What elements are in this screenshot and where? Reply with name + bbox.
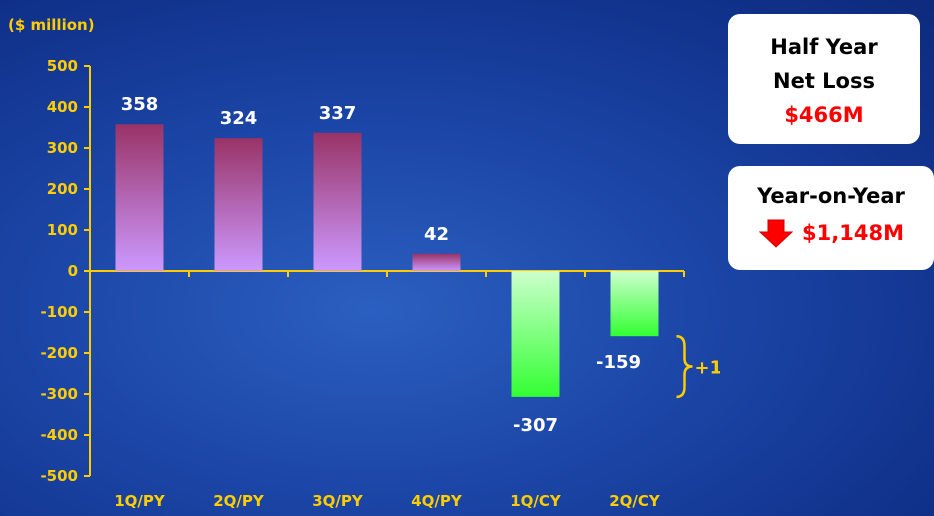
- brace-annotation: [676, 334, 693, 399]
- y-tick-label: -300: [40, 385, 78, 403]
- y-tick-label: 500: [47, 57, 78, 75]
- x-axis-labels: 1Q/PY 2Q/PY 3Q/PY 4Q/PY 1Q/CY 2Q/CY: [114, 492, 661, 510]
- bar-2Q/CY: [610, 271, 659, 337]
- net-loss-value: $466M: [784, 103, 864, 127]
- bar-3Q/PY: [313, 132, 362, 271]
- data-label: -159: [596, 352, 641, 373]
- difference-annotation: +148: [676, 334, 721, 399]
- bar-1Q/CY: [511, 271, 560, 397]
- y-tick-label: -100: [40, 303, 78, 321]
- bar-4Q/PY: [412, 253, 461, 271]
- year-on-year-label: Year-on-Year: [757, 184, 905, 208]
- year-on-year-value: $1,148M: [802, 221, 904, 245]
- y-tick-label: 100: [47, 221, 78, 239]
- data-label: 358: [121, 94, 159, 115]
- y-tick-label: 300: [47, 139, 78, 157]
- data-label: 42: [424, 224, 449, 245]
- data-labels: 358 324 337 42 -307 -159: [121, 94, 641, 436]
- data-label: 337: [319, 103, 357, 124]
- bars: [115, 124, 659, 397]
- y-tick-label: -500: [40, 467, 78, 485]
- x-tick-label: 1Q/CY: [510, 492, 562, 510]
- y-tick-label: -400: [40, 426, 78, 444]
- data-label: -307: [513, 415, 558, 436]
- x-tick-label: 4Q/PY: [411, 492, 463, 510]
- y-axis-ticks: 500 400 300 200 100 0 -100 -200 -300 -400 -500: [40, 57, 90, 485]
- y-tick-label: 0: [68, 262, 78, 280]
- axes: [84, 66, 685, 476]
- difference-label: +148: [695, 358, 721, 379]
- y-tick-label: 200: [47, 180, 78, 198]
- year-on-year-card: Year-on-Year $1,148M: [728, 166, 934, 270]
- net-loss-label: Net Loss: [773, 69, 875, 93]
- bar-2Q/PY: [214, 138, 263, 271]
- bar-chart: ($ million) 500 400 300 200 100 0 -100 -200 -300…: [8, 16, 721, 510]
- half-year-net-loss-card: Half Year Net Loss $466M: [728, 14, 920, 144]
- x-tick-label: 1Q/PY: [114, 492, 166, 510]
- bar-1Q/PY: [115, 124, 164, 271]
- down-arrow-icon: [758, 219, 794, 248]
- x-tick-label: 2Q/PY: [213, 492, 265, 510]
- y-tick-label: 400: [47, 98, 78, 116]
- y-tick-label: -200: [40, 344, 78, 362]
- half-year-label: Half Year: [770, 35, 878, 59]
- x-tick-label: 2Q/CY: [609, 492, 661, 510]
- unit-label: ($ million): [8, 16, 95, 34]
- x-tick-label: 3Q/PY: [312, 492, 364, 510]
- data-label: 324: [220, 108, 258, 129]
